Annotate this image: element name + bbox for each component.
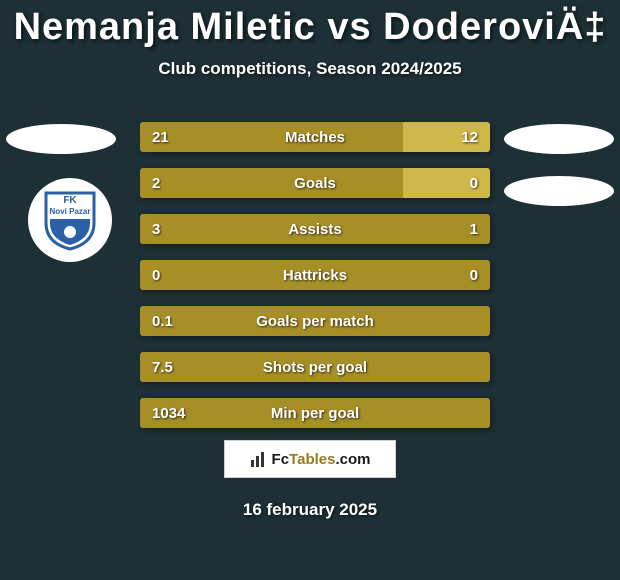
stat-value-right: 0 (470, 260, 478, 290)
stat-row: 21Matches12 (140, 122, 490, 152)
stat-label: Matches (140, 122, 490, 152)
stat-row: 7.5Shots per goal (140, 352, 490, 382)
bars-icon (250, 450, 268, 468)
brand-dotcom: .com (335, 451, 370, 468)
club-badge-left: FK Novi Pazar (28, 178, 112, 262)
stat-label: Goals (140, 168, 490, 198)
stat-row: 0Hattricks0 (140, 260, 490, 290)
stat-label: Assists (140, 214, 490, 244)
player-right-pill-1 (504, 124, 614, 154)
stat-row: 1034Min per goal (140, 398, 490, 428)
stat-row: 0.1Goals per match (140, 306, 490, 336)
brand-tables: Tables (289, 451, 335, 468)
brand-fc: Fc (272, 451, 290, 468)
stat-row: 3Assists1 (140, 214, 490, 244)
stat-row: 2Goals0 (140, 168, 490, 198)
stats-bars: 21Matches122Goals03Assists10Hattricks00.… (140, 122, 490, 444)
club-badge-line1: FK (42, 195, 98, 206)
player-left-pill-1 (6, 124, 116, 154)
stat-value-right: 0 (470, 168, 478, 198)
stat-value-right: 12 (461, 122, 478, 152)
stat-label: Min per goal (140, 398, 490, 428)
page-subtitle: Club competitions, Season 2024/2025 (0, 59, 620, 79)
footer-date: 16 february 2025 (0, 500, 620, 520)
stat-label: Shots per goal (140, 352, 490, 382)
player-right-pill-2 (504, 176, 614, 206)
stat-value-right: 1 (470, 214, 478, 244)
stat-label: Hattricks (140, 260, 490, 290)
page-title: Nemanja Miletic vs DoderoviÄ‡ (0, 0, 620, 49)
club-badge-line2: Novi Pazar (42, 207, 98, 216)
stat-label: Goals per match (140, 306, 490, 336)
brand-logo: FcTables.com (224, 440, 396, 478)
